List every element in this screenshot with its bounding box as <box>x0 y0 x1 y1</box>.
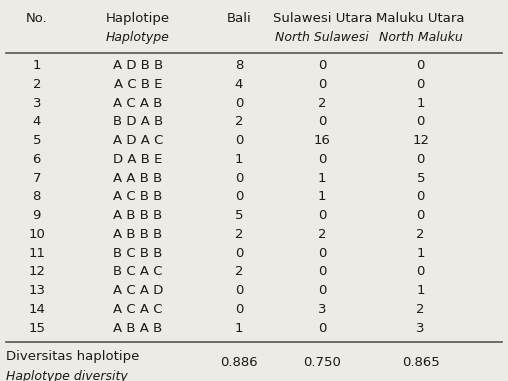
Text: 0: 0 <box>318 284 327 297</box>
Text: A B B B: A B B B <box>113 209 163 222</box>
Text: A D B B: A D B B <box>113 59 163 72</box>
Text: Diversitas haplotipe: Diversitas haplotipe <box>7 350 140 363</box>
Text: 0: 0 <box>318 247 327 259</box>
Text: 1: 1 <box>417 96 425 110</box>
Text: 12: 12 <box>412 134 429 147</box>
Text: 0: 0 <box>417 209 425 222</box>
Text: 16: 16 <box>314 134 331 147</box>
Text: A C B B: A C B B <box>113 190 163 203</box>
Text: 7: 7 <box>33 171 41 184</box>
Text: 0.865: 0.865 <box>402 356 439 369</box>
Text: 10: 10 <box>28 228 45 241</box>
Text: 2: 2 <box>235 228 243 241</box>
Text: 1: 1 <box>235 322 243 335</box>
Text: 4: 4 <box>33 115 41 128</box>
Text: Haplotype diversity: Haplotype diversity <box>7 370 128 381</box>
Text: Bali: Bali <box>227 12 251 25</box>
Text: 1: 1 <box>417 284 425 297</box>
Text: 2: 2 <box>417 303 425 316</box>
Text: 3: 3 <box>318 303 327 316</box>
Text: 2: 2 <box>417 228 425 241</box>
Text: 0.886: 0.886 <box>220 356 258 369</box>
Text: 8: 8 <box>235 59 243 72</box>
Text: 1: 1 <box>33 59 41 72</box>
Text: 0: 0 <box>235 303 243 316</box>
Text: 2: 2 <box>33 78 41 91</box>
Text: 1: 1 <box>235 153 243 166</box>
Text: 0: 0 <box>318 153 327 166</box>
Text: 1: 1 <box>417 247 425 259</box>
Text: 0: 0 <box>235 171 243 184</box>
Text: 0: 0 <box>235 190 243 203</box>
Text: 3: 3 <box>417 322 425 335</box>
Text: 2: 2 <box>318 228 327 241</box>
Text: 0: 0 <box>318 78 327 91</box>
Text: D A B E: D A B E <box>113 153 163 166</box>
Text: North Sulawesi: North Sulawesi <box>275 31 369 44</box>
Text: Haplotipe: Haplotipe <box>106 12 170 25</box>
Text: No.: No. <box>26 12 48 25</box>
Text: 5: 5 <box>235 209 243 222</box>
Text: 11: 11 <box>28 247 45 259</box>
Text: 3: 3 <box>33 96 41 110</box>
Text: 15: 15 <box>28 322 45 335</box>
Text: 5: 5 <box>417 171 425 184</box>
Text: 0: 0 <box>417 78 425 91</box>
Text: 12: 12 <box>28 265 45 279</box>
Text: 0: 0 <box>235 247 243 259</box>
Text: 2: 2 <box>318 96 327 110</box>
Text: 0: 0 <box>318 322 327 335</box>
Text: B C A C: B C A C <box>113 265 163 279</box>
Text: 1: 1 <box>318 190 327 203</box>
Text: A C A B: A C A B <box>113 96 163 110</box>
Text: A C B E: A C B E <box>114 78 162 91</box>
Text: 1: 1 <box>318 171 327 184</box>
Text: 9: 9 <box>33 209 41 222</box>
Text: Haplotype: Haplotype <box>106 31 170 44</box>
Text: 0: 0 <box>417 265 425 279</box>
Text: 0: 0 <box>318 59 327 72</box>
Text: A C A D: A C A D <box>113 284 163 297</box>
Text: A B B B: A B B B <box>113 228 163 241</box>
Text: 4: 4 <box>235 78 243 91</box>
Text: 8: 8 <box>33 190 41 203</box>
Text: 5: 5 <box>33 134 41 147</box>
Text: 0: 0 <box>318 265 327 279</box>
Text: 0: 0 <box>235 284 243 297</box>
Text: 0: 0 <box>235 96 243 110</box>
Text: 0.750: 0.750 <box>303 356 341 369</box>
Text: 13: 13 <box>28 284 45 297</box>
Text: 0: 0 <box>318 209 327 222</box>
Text: Sulawesi Utara: Sulawesi Utara <box>272 12 372 25</box>
Text: A D A C: A D A C <box>113 134 163 147</box>
Text: 6: 6 <box>33 153 41 166</box>
Text: Maluku Utara: Maluku Utara <box>376 12 465 25</box>
Text: 14: 14 <box>28 303 45 316</box>
Text: 2: 2 <box>235 265 243 279</box>
Text: 2: 2 <box>235 115 243 128</box>
Text: A A B B: A A B B <box>113 171 163 184</box>
Text: A C A C: A C A C <box>113 303 163 316</box>
Text: 0: 0 <box>417 153 425 166</box>
Text: North Maluku: North Maluku <box>379 31 463 44</box>
Text: B D A B: B D A B <box>113 115 163 128</box>
Text: 0: 0 <box>417 115 425 128</box>
Text: A B A B: A B A B <box>113 322 163 335</box>
Text: 0: 0 <box>235 134 243 147</box>
Text: B C B B: B C B B <box>113 247 163 259</box>
Text: 0: 0 <box>318 115 327 128</box>
Text: 0: 0 <box>417 190 425 203</box>
Text: 0: 0 <box>417 59 425 72</box>
